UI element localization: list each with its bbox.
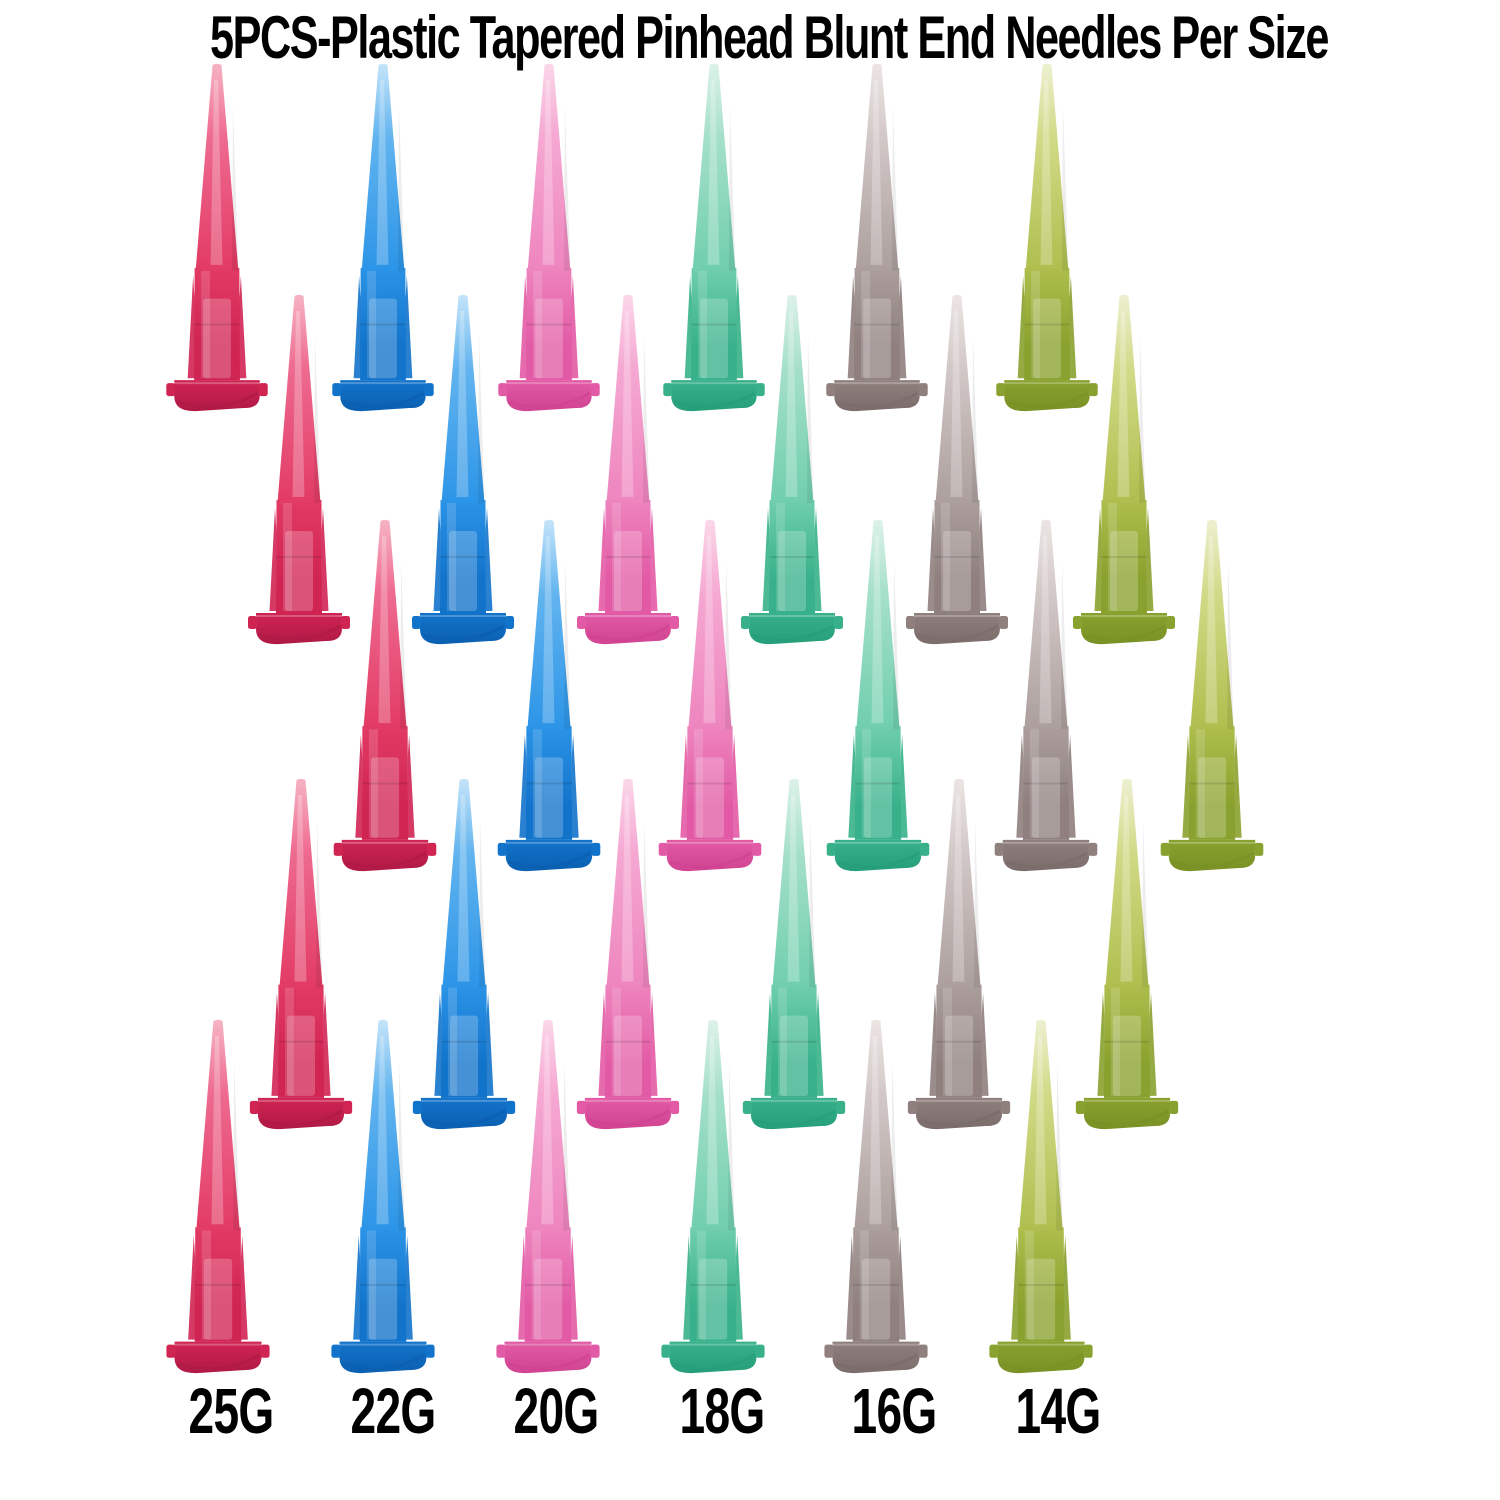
needle-green-18g-3 (826, 519, 930, 872)
needle-red-25g-1 (166, 63, 268, 412)
needle-red-25g-4 (249, 778, 353, 1130)
needle-pink-20g-4 (576, 778, 680, 1130)
needle-blue-22g-1 (332, 63, 434, 412)
needle-pink-20g-1 (498, 63, 600, 412)
needle-red-25g-5 (166, 1019, 270, 1374)
needle-gray-16g-2 (906, 294, 1008, 645)
needle-red-25g-2 (248, 294, 350, 645)
size-label-14g: 14G (1015, 1375, 1102, 1447)
needle-gray-16g-1 (826, 63, 928, 412)
product-title: 5PCS-Plastic Tapered Pinhead Blunt End N… (210, 4, 1329, 71)
needle-olive-14g-2 (1073, 294, 1175, 645)
size-label-18g: 18G (679, 1375, 766, 1447)
needle-pink-20g-5 (496, 1019, 600, 1374)
needle-gray-16g-5 (824, 1019, 928, 1374)
size-label-16g: 16G (851, 1375, 938, 1447)
needle-olive-14g-4 (1075, 778, 1179, 1130)
needle-olive-14g-1 (996, 63, 1098, 412)
needle-pink-20g-2 (577, 294, 679, 645)
size-label-22g: 22G (350, 1375, 437, 1447)
needle-pink-20g-3 (658, 519, 762, 872)
needle-blue-22g-5 (331, 1019, 435, 1374)
needle-green-18g-1 (663, 63, 765, 412)
size-label-25g: 25G (188, 1375, 275, 1447)
needle-red-25g-3 (333, 519, 437, 872)
needle-gray-16g-3 (994, 519, 1098, 872)
needle-olive-14g-5 (989, 1019, 1093, 1374)
needle-gray-16g-4 (907, 778, 1011, 1130)
needle-blue-22g-3 (497, 519, 601, 872)
needle-blue-22g-2 (412, 294, 514, 645)
needle-olive-14g-3 (1160, 519, 1264, 872)
needle-blue-22g-4 (412, 778, 516, 1130)
needle-green-18g-5 (661, 1019, 765, 1374)
size-label-20g: 20G (513, 1375, 600, 1447)
needle-green-18g-4 (742, 778, 846, 1130)
needle-green-18g-2 (741, 294, 843, 645)
